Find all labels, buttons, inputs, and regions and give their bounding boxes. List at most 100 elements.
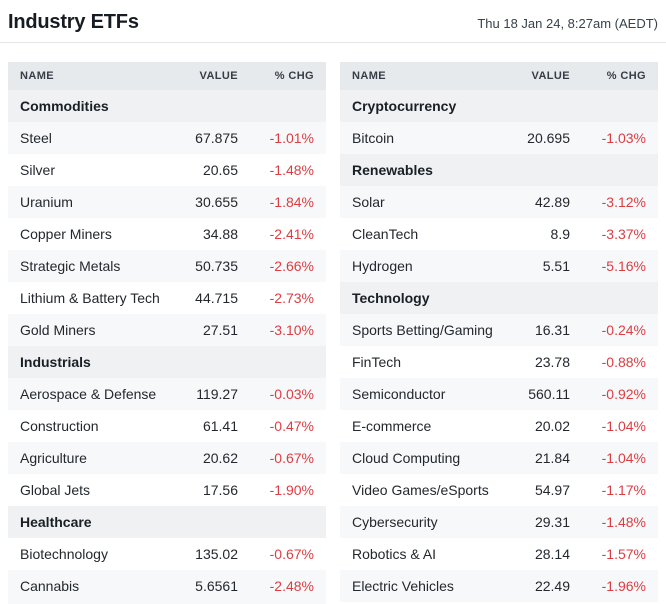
etf-change: -1.90% bbox=[269, 482, 314, 498]
etf-change: -1.03% bbox=[582, 122, 658, 154]
etf-change: -2.73% bbox=[269, 290, 314, 306]
etf-name-link[interactable]: Gold Miners bbox=[8, 314, 172, 346]
etf-change: -3.10% bbox=[250, 314, 326, 346]
etf-name-link[interactable]: Electric Vehicles bbox=[340, 570, 504, 602]
etf-row[interactable]: Biotechnology 135.02 -0.67% bbox=[8, 538, 326, 570]
etf-row[interactable]: Construction 61.41 -0.47% bbox=[8, 410, 326, 442]
etf-row[interactable]: Agriculture 20.62 -0.67% bbox=[8, 442, 326, 474]
etf-name-link[interactable]: Solar bbox=[340, 186, 504, 218]
etf-value: 5.51 bbox=[504, 250, 582, 282]
etf-row[interactable]: Global Jets 17.56 -1.90% bbox=[8, 474, 326, 506]
etf-name-link[interactable]: Sports Betting/Gaming bbox=[340, 314, 504, 346]
section-label: Industrials bbox=[8, 346, 326, 378]
etf-value: 20.02 bbox=[534, 418, 570, 434]
section-row: Technology bbox=[340, 282, 658, 314]
etf-value: 44.715 bbox=[195, 290, 238, 306]
etf-name-link[interactable]: Uranium bbox=[8, 186, 172, 218]
etf-name-link[interactable]: Biotechnology bbox=[20, 546, 108, 562]
table-header: NAME VALUE % CHG bbox=[8, 62, 326, 90]
etf-name-link[interactable]: FinTech bbox=[352, 354, 402, 370]
etf-name-link[interactable]: Robotics & AI bbox=[352, 546, 437, 562]
etf-row[interactable]: Silver 20.65 -1.48% bbox=[8, 154, 326, 186]
etf-value: 21.84 bbox=[504, 442, 582, 474]
etf-value: 16.31 bbox=[504, 314, 582, 346]
etf-row[interactable]: Semiconductor 560.11 -0.92% bbox=[340, 378, 658, 410]
column-header-chg: % CHG bbox=[582, 62, 658, 90]
column-header-name: NAME bbox=[8, 62, 172, 90]
etf-row[interactable]: Hydrogen 5.51 -5.16% bbox=[340, 250, 658, 282]
etf-name-link[interactable]: E-commerce bbox=[352, 418, 432, 434]
etf-value: 54.97 bbox=[534, 482, 570, 498]
etf-name-link[interactable]: Strategic Metals bbox=[8, 250, 172, 282]
etf-value: 34.88 bbox=[202, 226, 238, 242]
etf-row[interactable]: Electric Vehicles 22.49 -1.96% bbox=[340, 570, 658, 602]
etf-row[interactable]: E-commerce 20.02 -1.04% bbox=[340, 410, 658, 442]
etf-table-left: NAME VALUE % CHG Commodities Steel 67.875-… bbox=[8, 62, 326, 602]
section-label: Healthcare bbox=[8, 506, 326, 538]
etf-name-link[interactable]: Cloud Computing bbox=[340, 442, 504, 474]
header-divider bbox=[0, 42, 666, 43]
etf-change: -0.67% bbox=[269, 546, 314, 562]
etf-row[interactable]: Video Games/eSports 54.97 -1.17% bbox=[340, 474, 658, 506]
column-header-value: VALUE bbox=[504, 62, 582, 90]
etf-value: 20.62 bbox=[172, 442, 250, 474]
etf-name-link[interactable]: Silver bbox=[20, 162, 56, 178]
etf-row[interactable]: Cannabis 5.6561 -2.48% bbox=[8, 570, 326, 602]
etf-value: 30.655 bbox=[172, 186, 250, 218]
timestamp: Thu 18 Jan 24, 8:27am (AEDT) bbox=[477, 16, 658, 31]
etf-row[interactable]: Lithium & Battery Tech 44.715 -2.73% bbox=[8, 282, 326, 314]
etf-value: 20.65 bbox=[202, 162, 238, 178]
etf-change: -0.92% bbox=[582, 378, 658, 410]
etf-change: -3.37% bbox=[601, 226, 646, 242]
etf-change: -1.96% bbox=[582, 570, 658, 602]
column-header-name: NAME bbox=[340, 62, 504, 90]
column-header-value: VALUE bbox=[172, 62, 250, 90]
etf-value: 8.9 bbox=[550, 226, 570, 242]
table-header: NAME VALUE % CHG bbox=[340, 62, 658, 90]
etf-name-link[interactable]: Lithium & Battery Tech bbox=[20, 290, 160, 306]
etf-change: -2.48% bbox=[250, 570, 326, 602]
etf-change: -0.03% bbox=[250, 378, 326, 410]
etf-row[interactable]: Aerospace & Defense 119.27 -0.03% bbox=[8, 378, 326, 410]
etf-row[interactable]: Bitcoin 20.695 -1.03% bbox=[340, 122, 658, 154]
etf-change: -0.47% bbox=[269, 418, 314, 434]
etf-value: 22.49 bbox=[504, 570, 582, 602]
etf-name-link[interactable]: CleanTech bbox=[352, 226, 419, 242]
etf-row[interactable]: Gold Miners 27.51 -3.10% bbox=[8, 314, 326, 346]
etf-row[interactable]: Steel 67.875 -1.01% bbox=[8, 122, 326, 154]
etf-row[interactable]: FinTech 23.78 -0.88% bbox=[340, 346, 658, 378]
etf-name-link[interactable]: Cybersecurity bbox=[340, 506, 504, 538]
etf-row[interactable]: Cloud Computing 21.84 -1.04% bbox=[340, 442, 658, 474]
etf-value: 27.51 bbox=[172, 314, 250, 346]
etf-row[interactable]: Robotics & AI 28.14 -1.57% bbox=[340, 538, 658, 570]
etf-row[interactable]: Sports Betting/Gaming 16.31 -0.24% bbox=[340, 314, 658, 346]
etf-row[interactable]: Solar 42.89 -3.12% bbox=[340, 186, 658, 218]
etf-row[interactable]: Uranium 30.655 -1.84% bbox=[8, 186, 326, 218]
etf-name-link[interactable]: Video Games/eSports bbox=[352, 482, 489, 498]
etf-change: -1.04% bbox=[582, 442, 658, 474]
cutoff-row-remainder bbox=[8, 602, 326, 604]
column-header-chg: % CHG bbox=[250, 62, 326, 90]
etf-name-link[interactable]: Bitcoin bbox=[340, 122, 504, 154]
widget-header: Industry ETFs Thu 18 Jan 24, 8:27am (AED… bbox=[8, 0, 658, 42]
etf-row[interactable]: Strategic Metals 50.735 -2.66% bbox=[8, 250, 326, 282]
etf-value: 560.11 bbox=[504, 378, 582, 410]
etf-value: 42.89 bbox=[504, 186, 582, 218]
etf-row[interactable]: CleanTech 8.9 -3.37% bbox=[340, 218, 658, 250]
etf-name-link[interactable]: Cannabis bbox=[8, 570, 172, 602]
etf-name-link[interactable]: Steel bbox=[8, 122, 172, 154]
etf-name-link[interactable]: Hydrogen bbox=[340, 250, 504, 282]
etf-name-link[interactable]: Agriculture bbox=[8, 442, 172, 474]
etf-value: 61.41 bbox=[202, 418, 238, 434]
etf-change: -5.16% bbox=[582, 250, 658, 282]
etf-row[interactable]: Cybersecurity 29.31 -1.48% bbox=[340, 506, 658, 538]
section-label: Commodities bbox=[8, 90, 326, 122]
section-row: Commodities bbox=[8, 90, 326, 122]
etf-name-link[interactable]: Global Jets bbox=[20, 482, 91, 498]
etf-row[interactable]: Copper Miners 34.88 -2.41% bbox=[8, 218, 326, 250]
etf-name-link[interactable]: Semiconductor bbox=[340, 378, 504, 410]
etf-name-link[interactable]: Copper Miners bbox=[20, 226, 112, 242]
page-title: Industry ETFs bbox=[8, 11, 139, 33]
etf-name-link[interactable]: Aerospace & Defense bbox=[8, 378, 172, 410]
etf-name-link[interactable]: Construction bbox=[20, 418, 99, 434]
